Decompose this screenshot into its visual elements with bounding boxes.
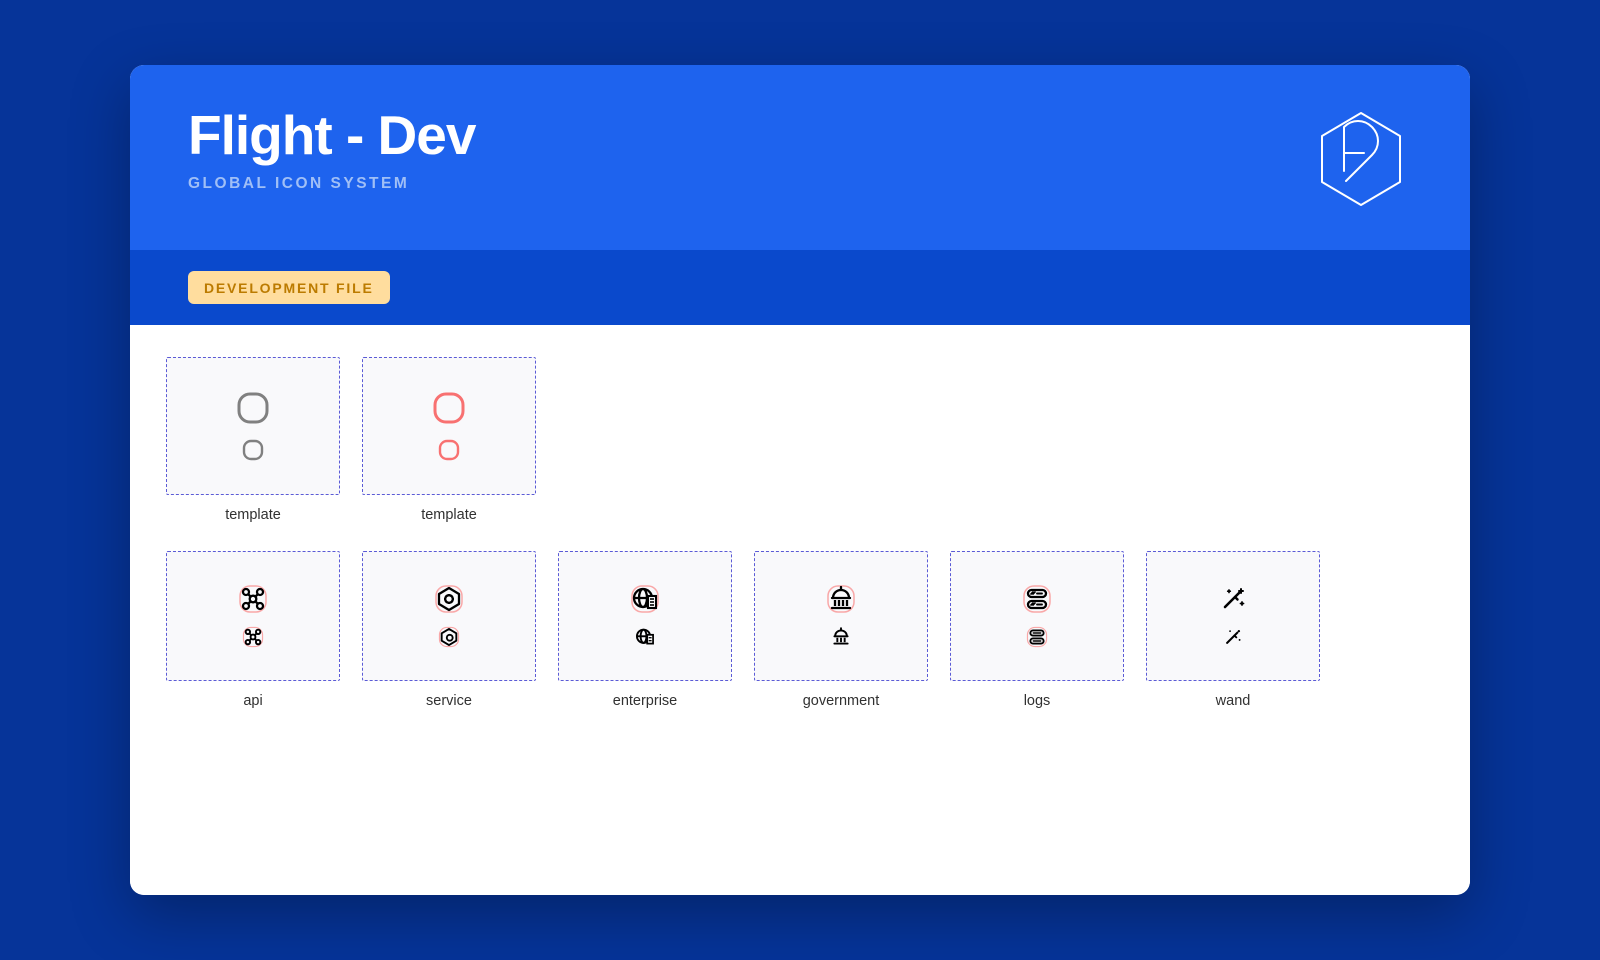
api-small-icon: [242, 626, 264, 648]
wand-icon: [1218, 584, 1248, 614]
page-subtitle: GLOBAL ICON SYSTEM: [188, 175, 475, 193]
window: Flight - Dev GLOBAL ICON SYSTEM DEVELOPM…: [130, 65, 1470, 895]
icons-row: api: [166, 551, 1434, 709]
page-title: Flight - Dev: [188, 107, 475, 165]
development-file-badge: DEVELOPMENT FILE: [188, 271, 390, 304]
government-icon: [826, 584, 856, 614]
template-gray-box: [166, 357, 340, 495]
template-coral-box: [362, 357, 536, 495]
icon-box: [1146, 551, 1320, 681]
icon-label: government: [803, 693, 880, 709]
icon-cell-service[interactable]: service: [362, 551, 536, 709]
squircle-large-coral-icon: [432, 391, 466, 425]
icon-box: [362, 551, 536, 681]
icon-label: service: [426, 693, 472, 709]
api-icon: [238, 584, 268, 614]
service-small-icon: [438, 626, 460, 648]
enterprise-small-icon: [634, 626, 656, 648]
icon-box: [558, 551, 732, 681]
icon-cell-logs[interactable]: logs: [950, 551, 1124, 709]
icon-label: api: [243, 693, 262, 709]
template-label: template: [421, 507, 477, 523]
icon-label: logs: [1024, 693, 1051, 709]
subheader: DEVELOPMENT FILE: [130, 250, 1470, 325]
government-small-icon: [830, 626, 852, 648]
content: template template: [130, 325, 1470, 895]
icon-label: wand: [1216, 693, 1251, 709]
template-row: template template: [166, 357, 1434, 523]
icon-cell-government[interactable]: government: [754, 551, 928, 709]
template-label: template: [225, 507, 281, 523]
icon-box: [950, 551, 1124, 681]
icon-cell-enterprise[interactable]: enterprise: [558, 551, 732, 709]
template-cell[interactable]: template: [362, 357, 536, 523]
wand-small-icon: [1222, 626, 1244, 648]
enterprise-icon: [630, 584, 660, 614]
icon-cell-api[interactable]: api: [166, 551, 340, 709]
service-icon: [434, 584, 464, 614]
header: Flight - Dev GLOBAL ICON SYSTEM: [130, 65, 1470, 250]
logs-icon: [1022, 584, 1052, 614]
logs-small-icon: [1026, 626, 1048, 648]
feather-hexagon-logo-icon: [1316, 109, 1406, 214]
icon-box: [754, 551, 928, 681]
icon-cell-wand[interactable]: wand: [1146, 551, 1320, 709]
template-cell[interactable]: template: [166, 357, 340, 523]
icon-box: [166, 551, 340, 681]
squircle-small-coral-icon: [438, 439, 460, 461]
squircle-large-gray-icon: [236, 391, 270, 425]
header-text: Flight - Dev GLOBAL ICON SYSTEM: [188, 107, 475, 193]
squircle-small-gray-icon: [242, 439, 264, 461]
icon-label: enterprise: [613, 693, 677, 709]
